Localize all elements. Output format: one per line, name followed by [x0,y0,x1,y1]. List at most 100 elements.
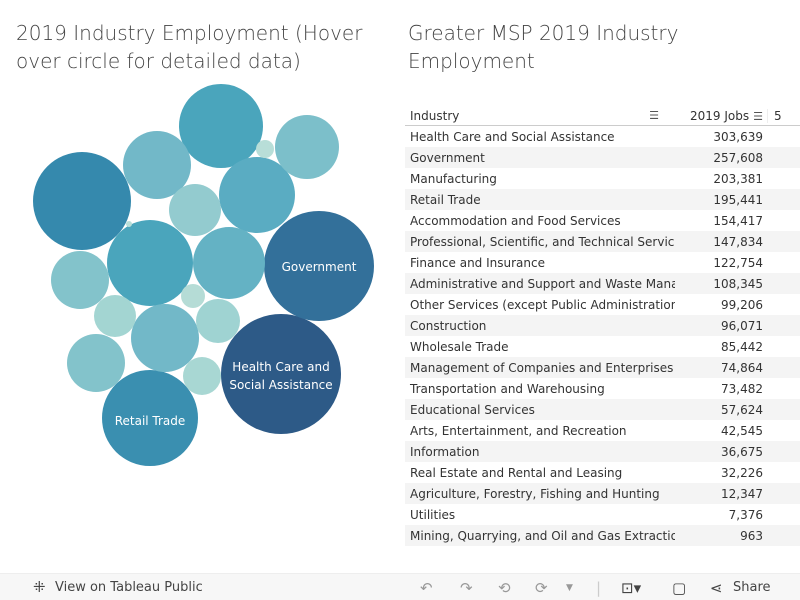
next-column-header: 5 [767,109,800,123]
bubble-mining-quarrying-and-oil-and-gas-extraction[interactable] [126,221,132,227]
undo-icon[interactable]: ↶ [420,579,433,597]
industry-cell: Arts, Entertainment, and Recreation [410,423,627,438]
sort-icon[interactable]: ☰ [649,109,659,122]
jobs-cell: 108,345 [713,276,763,291]
view-on-tableau-link[interactable]: View on Tableau Public [55,580,203,595]
bubble-label: Government [282,260,357,274]
industry-cell: Utilities [410,507,456,522]
bubble-chart-title: 2019 Industry Employment (Hover over cir… [16,21,363,73]
bubble-label: Health Care and [232,360,329,374]
jobs-cell: 7,376 [728,507,763,522]
download-icon[interactable]: ⊡▾ [621,579,642,597]
jobs-cell: 74,864 [721,360,763,375]
table-row[interactable]: Construction 96,071 [405,315,800,336]
jobs-header[interactable]: 2019 Jobs [690,109,750,123]
industry-cell: Health Care and Social Assistance [410,129,615,144]
table-row[interactable]: Utilities 7,376 [405,504,800,525]
jobs-cell: 42,545 [721,423,763,438]
industry-cell: Transportation and Warehousing [410,381,605,396]
bubble-professional-scientific-and-technical-services[interactable] [107,220,193,306]
bubble-information[interactable] [94,295,136,337]
table-row[interactable]: Accommodation and Food Services 154,417 [405,210,800,231]
bubble-retail-trade[interactable] [102,370,198,466]
table-row[interactable]: Management of Companies and Enterprises 7… [405,357,800,378]
bubble-other-services-except-public-administration[interactable] [123,131,191,199]
table-row[interactable]: Government 257,608 [405,147,800,168]
table-row[interactable]: Arts, Entertainment, and Recreation 42,54… [405,420,800,441]
industry-cell: Administrative and Support and Waste Man… [410,276,675,291]
bubble-transportation-and-warehousing[interactable] [67,334,125,392]
jobs-cell: 73,482 [721,381,763,396]
table-row[interactable]: Other Services (except Public Administra… [405,294,800,315]
table-row[interactable]: Transportation and Warehousing 73,482 [405,378,800,399]
industry-cell: Construction [410,318,487,333]
jobs-cell: 85,442 [721,339,763,354]
tableau-logo-icon: ⁜ [33,578,46,596]
share-button[interactable]: Share [733,580,771,595]
bubble-agriculture-forestry-fishing-and-hunting[interactable] [181,284,205,308]
table-row[interactable]: Mining, Quarrying, and Oil and Gas Extra… [405,525,800,546]
table-row[interactable]: Real Estate and Rental and Leasing 32,226 [405,462,800,483]
jobs-cell: 963 [740,528,763,543]
jobs-cell: 32,226 [721,465,763,480]
bubble-government[interactable] [264,211,374,321]
jobs-cell: 257,608 [713,150,763,165]
bubble-administrative-and-support-and-waste-mana[interactable] [193,227,265,299]
industry-cell: Agriculture, Forestry, Fishing and Hunti… [410,486,660,501]
industry-cell: Finance and Insurance [410,255,545,270]
jobs-cell: 36,675 [721,444,763,459]
tableau-toolbar: ⁜ View on Tableau Public ↶ ↷ ⟲ ⟳ ▼ | ⊡▾ … [0,573,800,600]
share-icon[interactable]: ⋖ [710,579,723,597]
fullscreen-icon[interactable]: ▢ [672,579,687,597]
bubble-construction[interactable] [131,304,199,372]
industry-cell: Manufacturing [410,171,497,186]
table-header: Industry ☰ 2019 Jobs ☰ 5 [405,104,800,126]
industry-cell: Professional, Scientific, and Technical … [410,234,675,249]
bubble-educational-services[interactable] [169,184,221,236]
table-row[interactable]: Administrative and Support and Waste Man… [405,273,800,294]
bubble-wholesale-trade[interactable] [275,115,339,179]
jobs-cell: 203,381 [713,171,763,186]
table-row[interactable]: Educational Services 57,624 [405,399,800,420]
bubble-management-of-companies-and-enterprises[interactable] [51,251,109,309]
industry-cell: Management of Companies and Enterprises [410,360,674,375]
industry-cell: Accommodation and Food Services [410,213,621,228]
bubble-utilities[interactable] [256,140,274,158]
industry-cell: Other Services (except Public Administra… [410,297,675,312]
table-row[interactable]: Information 36,675 [405,441,800,462]
jobs-cell: 122,754 [713,255,763,270]
bubble-label: Retail Trade [115,414,186,428]
sort-icon[interactable]: ☰ [753,110,763,123]
table-row[interactable]: Wholesale Trade 85,442 [405,336,800,357]
table-row[interactable]: Professional, Scientific, and Technical … [405,231,800,252]
bubble-label: Social Assistance [229,378,332,392]
table-row[interactable]: Manufacturing 203,381 [405,168,800,189]
bubble-arts-entertainment-and-recreation[interactable] [196,299,240,343]
jobs-cell: 99,206 [721,297,763,312]
bubble-health-care-and-social-assistance[interactable] [221,314,341,434]
jobs-cell: 195,441 [713,192,763,207]
bubble-chart: Health Care and Social Assistance Governme… [33,84,374,466]
industry-cell: Information [410,444,480,459]
industry-cell: Government [410,150,485,165]
table-row[interactable]: Finance and Insurance 122,754 [405,252,800,273]
bubble-real-estate-and-rental-and-leasing[interactable] [183,357,221,395]
employment-table: Industry ☰ 2019 Jobs ☰ 5 Health Care and S… [405,104,800,546]
industry-cell: Real Estate and Rental and Leasing [410,465,623,480]
redo-icon[interactable]: ↷ [460,579,473,597]
bubble-manufacturing[interactable] [33,152,131,250]
jobs-cell: 57,624 [721,402,763,417]
revert-icon[interactable]: ⟲ [498,579,511,597]
refresh-dropdown-icon[interactable]: ▼ [566,583,573,593]
industry-cell: Mining, Quarrying, and Oil and Gas Extra… [410,528,675,543]
refresh-icon[interactable]: ⟳ [535,579,548,597]
bubble-finance-and-insurance[interactable] [219,157,295,233]
jobs-cell: 147,834 [713,234,763,249]
bubble-accommodation-and-food-services[interactable] [179,84,263,168]
jobs-cell: 303,639 [713,129,763,144]
table-row[interactable]: Health Care and Social Assistance 303,639 [405,126,800,147]
table-row[interactable]: Agriculture, Forestry, Fishing and Hunti… [405,483,800,504]
jobs-cell: 12,347 [721,486,763,501]
table-row[interactable]: Retail Trade 195,441 [405,189,800,210]
industry-header[interactable]: Industry [410,109,460,123]
